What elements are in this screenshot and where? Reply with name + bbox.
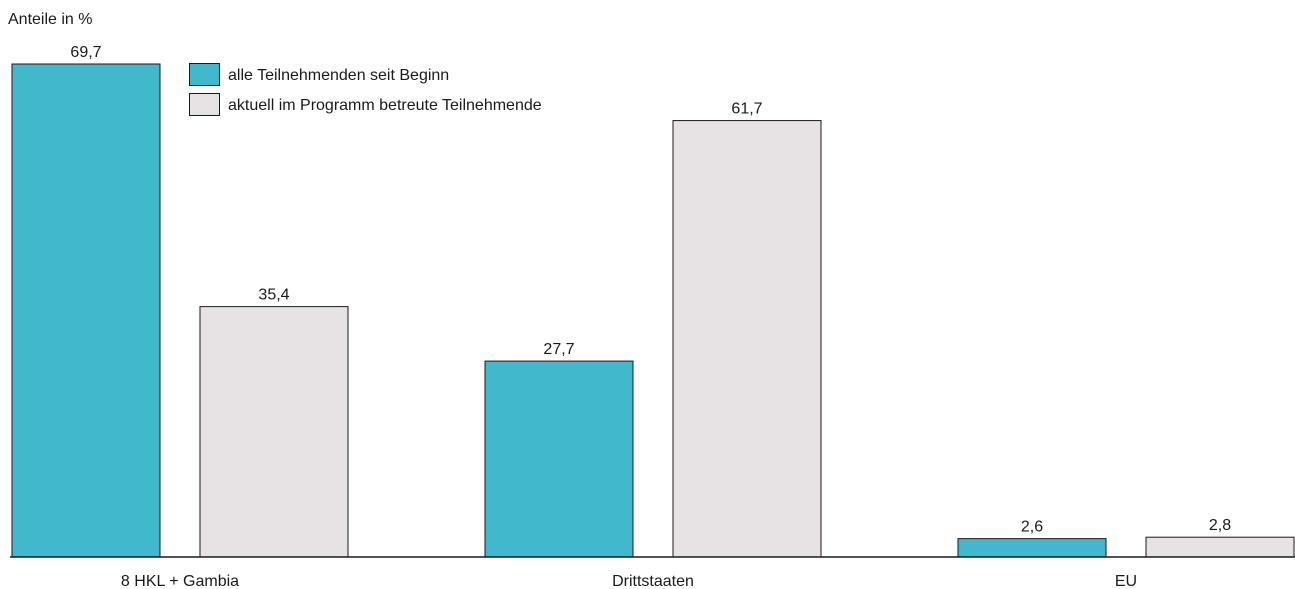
value-label: 27,7 (543, 341, 574, 358)
bar (672, 120, 822, 558)
value-label: 69,7 (70, 44, 101, 61)
bar (1145, 536, 1295, 558)
bar (199, 306, 349, 558)
legend-swatch (189, 63, 220, 86)
x-tick-label: EU (1115, 573, 1137, 589)
legend-swatch (189, 93, 220, 116)
value-label: 35,4 (258, 287, 289, 304)
x-tick-label: Drittstaaten (612, 573, 694, 589)
bar (957, 538, 1107, 558)
legend-label: alle Teilnehmenden seit Beginn (228, 67, 449, 84)
legend-label: aktuell im Programm betreute Teilnehmend… (228, 97, 542, 114)
value-label: 2,8 (1209, 517, 1231, 534)
value-label: 61,7 (731, 101, 762, 118)
y-axis-label: Anteile in % (8, 11, 93, 28)
bar (11, 63, 161, 558)
bar (484, 360, 634, 558)
value-label: 2,6 (1021, 519, 1043, 536)
x-tick-label: 8 HKL + Gambia (121, 573, 239, 589)
